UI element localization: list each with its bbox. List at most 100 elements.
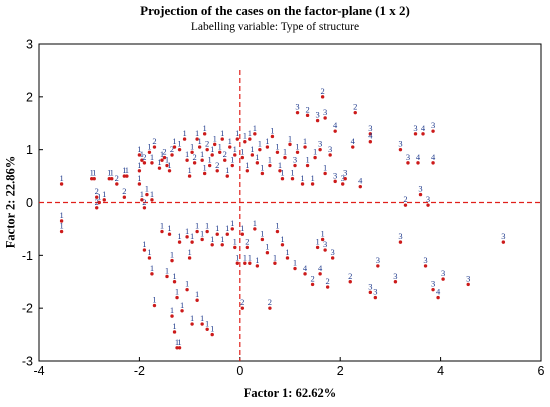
point-label: 3 <box>393 271 397 281</box>
point-label: 3 <box>341 173 345 183</box>
data-point <box>290 177 295 181</box>
reference-lines <box>39 70 541 361</box>
point-label: 2 <box>240 297 244 307</box>
data-point <box>245 169 250 173</box>
y-axis-label: Factor 2: 22.86% <box>3 155 18 249</box>
point-label: 1 <box>321 228 325 238</box>
data-point <box>235 261 239 265</box>
point-label: 1 <box>102 189 106 199</box>
data-point <box>318 147 322 152</box>
data-point <box>185 235 189 239</box>
point-label: 1 <box>172 136 176 146</box>
point-label: 1 <box>310 173 314 183</box>
y-tick-label: -2 <box>22 302 33 316</box>
data-point <box>180 309 184 313</box>
data-point <box>283 155 287 160</box>
data-point <box>313 155 317 160</box>
point-label: 1 <box>268 155 272 165</box>
point-label: 1 <box>283 147 287 157</box>
data-point <box>150 161 154 165</box>
y-tick-label: 2 <box>26 90 33 104</box>
data-point <box>225 174 229 178</box>
point-label: 1 <box>235 252 239 262</box>
point-label: 1 <box>250 144 254 154</box>
point-label: 1 <box>90 168 94 178</box>
chart-subtitle: Labelling variable: Type of structure <box>190 21 360 33</box>
data-point <box>240 155 245 160</box>
point-label: 1 <box>210 324 214 334</box>
point-label: 1 <box>175 337 179 347</box>
point-label: 2 <box>122 186 126 196</box>
data-point <box>248 261 252 265</box>
point-label: 1 <box>278 160 282 170</box>
point-label: 1 <box>265 136 269 146</box>
data-point <box>205 327 209 331</box>
data-point <box>167 169 172 173</box>
data-point <box>368 290 373 295</box>
data-point <box>122 174 127 178</box>
point-label: 1 <box>190 141 194 151</box>
point-label: 2 <box>162 147 166 157</box>
point-label: 1 <box>215 223 219 233</box>
point-label: 1 <box>233 236 237 246</box>
data-point <box>140 198 144 202</box>
data-point <box>172 330 177 334</box>
data-point <box>245 245 250 250</box>
data-point <box>228 145 232 149</box>
point-label: 1 <box>243 131 247 141</box>
point-label: 1 <box>160 149 164 159</box>
data-point <box>150 272 154 276</box>
point-label: 2 <box>95 197 99 207</box>
point-label: 1 <box>240 147 244 157</box>
point-label: 1 <box>165 155 169 165</box>
data-point <box>358 184 362 189</box>
data-point <box>207 163 212 168</box>
data-point <box>92 177 96 181</box>
point-label: 1 <box>198 136 202 146</box>
point-label: 4 <box>303 263 308 273</box>
point-label: 1 <box>275 141 279 151</box>
point-label: 1 <box>315 236 319 246</box>
point-label: 1 <box>172 271 176 281</box>
data-point <box>150 198 154 202</box>
data-point <box>330 256 335 260</box>
data-point <box>240 232 245 236</box>
point-label: 1 <box>200 149 204 159</box>
point-label: 1 <box>313 147 317 157</box>
point-label: 1 <box>59 210 63 220</box>
point-label: 3 <box>466 273 470 283</box>
data-point <box>280 177 285 181</box>
x-axis-label: Factor 1: 62.62% <box>243 386 337 400</box>
point-label: 4 <box>416 152 421 162</box>
data-point <box>215 232 219 236</box>
data-point <box>218 150 222 155</box>
point-label: 1 <box>122 165 126 175</box>
point-label: 1 <box>160 221 164 231</box>
data-point <box>243 261 247 265</box>
point-label: 1 <box>255 152 259 162</box>
data-point <box>270 134 275 139</box>
point-label: 1 <box>210 234 214 244</box>
data-point <box>293 266 297 271</box>
point-label: 1 <box>185 226 189 236</box>
point-label: 1 <box>195 128 199 138</box>
point-label: 1 <box>225 223 229 233</box>
point-label: 1 <box>323 162 327 172</box>
data-point <box>230 163 234 168</box>
data-point <box>125 174 129 178</box>
data-point <box>190 322 194 326</box>
data-point <box>253 227 257 231</box>
data-point <box>351 145 355 149</box>
point-label: 1 <box>177 139 181 149</box>
data-point <box>323 248 327 252</box>
data-point <box>295 150 300 155</box>
data-point <box>187 174 192 178</box>
data-point <box>240 306 245 310</box>
point-label: 4 <box>431 152 436 162</box>
data-point <box>200 158 204 162</box>
point-label: 1 <box>203 123 207 133</box>
point-label: 1 <box>195 221 199 231</box>
point-label: 1 <box>170 305 174 315</box>
data-point <box>95 206 99 210</box>
